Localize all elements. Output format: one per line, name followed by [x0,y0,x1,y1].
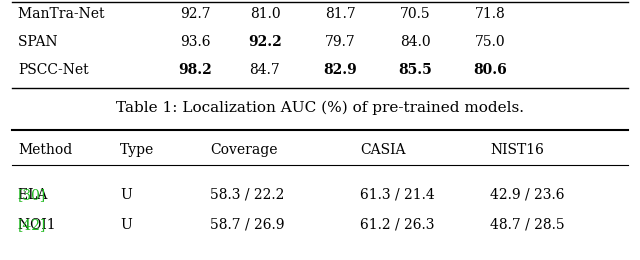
Text: 84.7: 84.7 [250,63,280,77]
Text: 58.7 / 26.9: 58.7 / 26.9 [210,218,285,232]
Text: SPAN [22]: SPAN [22] [18,35,90,49]
Text: Type: Type [120,143,154,157]
Text: 82.9: 82.9 [323,63,357,77]
Text: ManTra-Net: ManTra-Net [18,7,109,21]
Text: 79.7: 79.7 [324,35,355,49]
Text: SPAN: SPAN [18,35,62,49]
Text: 81.0: 81.0 [250,7,280,21]
Text: 71.8: 71.8 [475,7,506,21]
Text: Method: Method [18,143,72,157]
Text: 70.5: 70.5 [400,7,430,21]
Text: Coverage: Coverage [210,143,278,157]
Text: U: U [120,218,132,232]
Text: 92.2: 92.2 [248,35,282,49]
Text: 75.0: 75.0 [475,35,506,49]
Text: 81.7: 81.7 [324,7,355,21]
Text: ManTra-Net [23]: ManTra-Net [23] [18,7,137,21]
Text: [30]: [30] [18,188,46,202]
Text: 92.7: 92.7 [180,7,211,21]
Text: ELA: ELA [18,188,52,202]
Text: 61.2 / 26.3: 61.2 / 26.3 [360,218,435,232]
Text: 85.5: 85.5 [398,63,432,77]
Text: 84.0: 84.0 [400,35,430,49]
Text: CASIA: CASIA [360,143,406,157]
Text: 61.3 / 21.4: 61.3 / 21.4 [360,188,435,202]
Text: PSCC-Net: PSCC-Net [18,63,88,77]
Text: U: U [120,188,132,202]
Text: Table 1: Localization AUC (%) of pre-trained models.: Table 1: Localization AUC (%) of pre-tra… [116,101,524,115]
Text: 93.6: 93.6 [180,35,211,49]
Text: 80.6: 80.6 [473,63,507,77]
Text: SPAN: SPAN [18,35,62,49]
Text: 58.3 / 22.2: 58.3 / 22.2 [210,188,284,202]
Text: ManTra-Net: ManTra-Net [18,7,109,21]
Text: NOI1: NOI1 [18,218,60,232]
Text: SPAN [22]: SPAN [22] [18,35,90,49]
Text: ManTra-Net [23]: ManTra-Net [23] [18,7,137,21]
Text: 48.7 / 28.5: 48.7 / 28.5 [490,218,564,232]
Text: NIST16: NIST16 [490,143,544,157]
Text: [42]: [42] [18,218,46,232]
Text: 98.2: 98.2 [178,63,212,77]
Text: 42.9 / 23.6: 42.9 / 23.6 [490,188,564,202]
